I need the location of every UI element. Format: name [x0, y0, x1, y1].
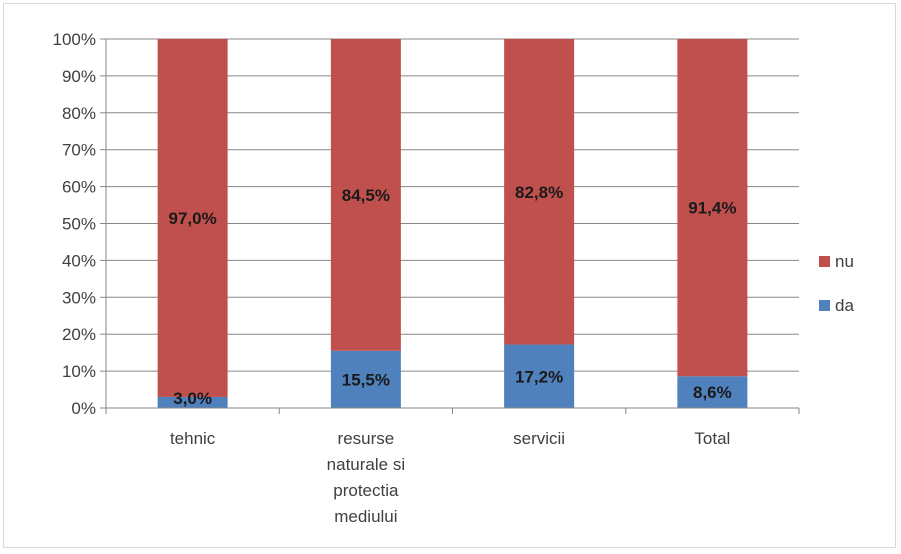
x-category-label: servicii [513, 429, 565, 448]
data-label-da: 17,2% [515, 367, 563, 386]
y-tick-label: 50% [62, 215, 96, 234]
bar-segment-nu [330, 39, 401, 351]
data-labels: 3,0% 97,0% 15,5% 84,5% 17,2% 82,8% 8,6% 91,4% [169, 183, 737, 408]
y-tick-label: 0% [71, 399, 96, 418]
legend-label-da: da [835, 296, 854, 315]
stacked-bar-chart: 0% 10% 20% 30% 40% 50% 60% 70% 80% 90% 100% tehnic… [53, 30, 855, 526]
data-label-nu: 97,0% [169, 209, 217, 228]
y-tick-label: 90% [62, 67, 96, 86]
data-label-nu: 84,5% [342, 186, 390, 205]
y-tick-label: 70% [62, 141, 96, 160]
y-tick-label: 40% [62, 251, 96, 270]
bar-segment-nu [504, 39, 575, 345]
bar-segment-da [504, 344, 575, 408]
bar-segment-da [330, 350, 401, 408]
chart-frame: 0% 10% 20% 30% 40% 50% 60% 70% 80% 90% 100% tehnic… [3, 3, 896, 548]
data-label-da: 15,5% [342, 370, 390, 389]
legend-swatch-da [819, 300, 830, 311]
y-tick-label: 30% [62, 288, 96, 307]
data-label-nu: 91,4% [688, 199, 736, 218]
x-category-label: resurse naturale si protectia mediului [327, 429, 405, 526]
x-axis-categories: tehnic resurse naturale si protectia mediulu… [170, 429, 730, 526]
data-label-nu: 82,8% [515, 183, 563, 202]
data-label-da: 3,0% [173, 389, 212, 408]
y-axis-ticks: 0% 10% 20% 30% 40% 50% 60% 70% 80% 90% 100% [53, 30, 96, 418]
x-category-label: Total [694, 429, 730, 448]
data-label-da: 8,6% [693, 383, 732, 402]
y-tick-label: 10% [62, 362, 96, 381]
bars [157, 39, 748, 408]
bar-segment-nu [677, 39, 748, 377]
y-tick-label: 20% [62, 325, 96, 344]
axes [100, 38, 800, 414]
bar-segment-da [677, 376, 748, 408]
y-tick-label: 80% [62, 104, 96, 123]
y-tick-label: 60% [62, 178, 96, 197]
bar-segment-da [157, 396, 228, 408]
legend-label-nu: nu [835, 252, 854, 271]
legend: nu da [819, 252, 854, 315]
bar-segment-nu [157, 39, 228, 397]
legend-swatch-nu [819, 256, 830, 267]
x-category-label: tehnic [170, 429, 216, 448]
y-tick-label: 100% [53, 30, 96, 49]
